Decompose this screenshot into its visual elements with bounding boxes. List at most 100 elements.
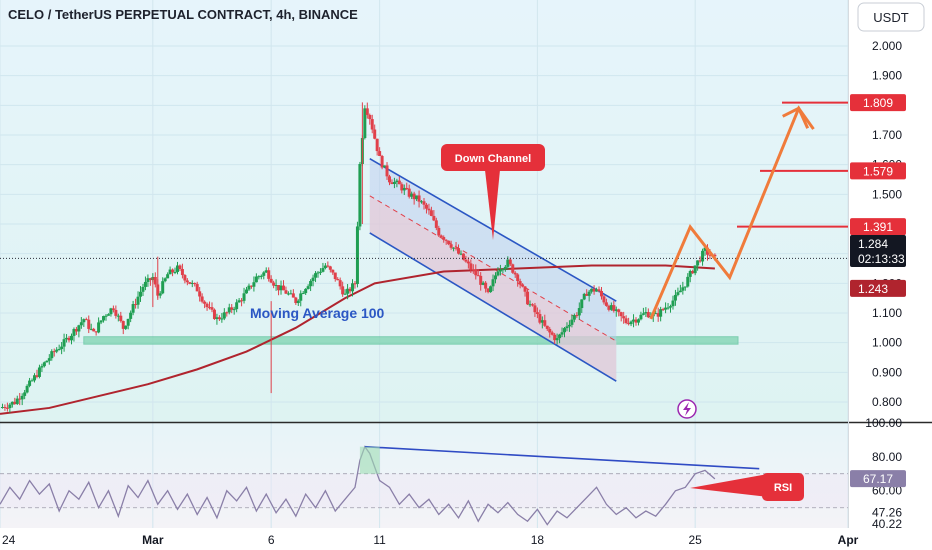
candle-body <box>249 285 253 287</box>
down-channel-label: Down Channel <box>455 153 531 165</box>
candle-body <box>264 270 268 273</box>
candle-body <box>378 151 382 156</box>
candle-body <box>183 275 187 281</box>
candle-body <box>200 296 204 302</box>
current-price-tag-box <box>850 234 906 267</box>
candle-body <box>281 285 285 291</box>
rsi-value-tag[interactable]: 67.17 <box>850 470 906 488</box>
candle-body <box>45 360 49 363</box>
rsi-value-text: 67.17 <box>863 472 893 486</box>
candle-body <box>634 319 638 323</box>
candle-body <box>13 401 17 404</box>
candle-body <box>673 294 677 301</box>
candle-body <box>311 277 315 282</box>
currency-button-frame[interactable] <box>857 2 925 32</box>
candle-body <box>227 307 231 313</box>
candle-body <box>210 307 214 310</box>
candle-body <box>321 268 325 272</box>
candle-body <box>10 401 14 405</box>
candle-body <box>146 278 150 282</box>
lightning-icon[interactable] <box>677 399 697 419</box>
candle-body <box>163 278 167 282</box>
candle-body <box>560 332 564 335</box>
candle-body <box>286 293 290 295</box>
candle-body <box>323 265 327 269</box>
candle-body <box>23 392 27 396</box>
candle-body <box>612 305 616 311</box>
candle-body <box>365 108 369 115</box>
candle-body <box>383 165 387 168</box>
time-tick-label: 18 <box>531 533 545 547</box>
candle-body <box>599 290 603 297</box>
channel-lower-line[interactable] <box>369 232 617 382</box>
candle-body <box>624 318 628 324</box>
candle-body <box>252 282 256 287</box>
candle-body <box>614 309 618 311</box>
candle-body <box>548 328 552 333</box>
price-tags: 1.809 1.579 1.391 1.284 02:13:33 1.243 6… <box>850 94 906 488</box>
rsi-trendline[interactable] <box>364 445 760 470</box>
candle-body <box>143 281 147 287</box>
rsi-callout: RSI <box>690 473 804 501</box>
candle-body <box>301 293 305 295</box>
candle-body <box>178 265 182 270</box>
candle-body <box>555 338 559 341</box>
candle-body <box>511 264 515 273</box>
candle-body <box>444 239 448 241</box>
candle-body <box>412 193 416 200</box>
candle-body <box>198 291 202 297</box>
ma-value-tag[interactable]: 1.243 <box>850 279 906 297</box>
moving-average-line[interactable] <box>0 264 715 415</box>
candle-body <box>232 309 236 311</box>
candle-body <box>432 215 436 221</box>
candle-body <box>471 269 475 271</box>
candle-body <box>348 288 352 292</box>
candle-body <box>104 315 108 317</box>
candle-body <box>481 282 485 285</box>
time-axis-background <box>0 528 848 550</box>
candle-body <box>696 260 700 266</box>
candle-body <box>136 296 140 305</box>
target-1-tag-box <box>850 218 906 236</box>
candle-body <box>629 321 633 325</box>
candle-body <box>582 293 586 300</box>
rsi-tick-label: 100.00 <box>865 416 902 430</box>
projection-path[interactable] <box>649 105 815 320</box>
candle-body <box>126 318 130 326</box>
candle-body <box>543 320 547 326</box>
rsi-pointer <box>690 474 768 497</box>
candle-body <box>50 351 54 359</box>
candle-body <box>240 300 244 302</box>
candle-body <box>417 195 421 202</box>
time-tick-label: 24 <box>2 533 16 547</box>
candle-body <box>254 276 258 283</box>
candle-body <box>306 286 310 289</box>
support-zone[interactable] <box>83 336 739 345</box>
candle-body <box>346 288 350 294</box>
candle-body <box>708 254 712 256</box>
candle-body <box>550 332 554 335</box>
candle-body <box>245 289 249 294</box>
candle-body <box>215 317 219 320</box>
target-2-tag[interactable]: 1.579 <box>850 162 906 180</box>
candle-body <box>370 119 374 130</box>
candle-body <box>641 313 645 315</box>
candle-body <box>92 328 96 332</box>
candle-body <box>148 278 152 281</box>
candle-body <box>400 184 404 191</box>
target-1-tag[interactable]: 1.391 <box>850 218 906 236</box>
currency-button-label[interactable]: USDT <box>873 10 908 25</box>
candle-body <box>343 293 347 295</box>
candle-body <box>124 325 128 329</box>
current-price-tag[interactable]: 1.284 02:13:33 <box>850 234 906 267</box>
candle-body <box>489 286 493 293</box>
candle-body <box>496 271 500 276</box>
candle-body <box>235 302 239 310</box>
grid-lines <box>0 0 849 528</box>
target-3-tag[interactable]: 1.809 <box>850 94 906 112</box>
candle-body <box>314 273 318 278</box>
currency-button[interactable]: USDT <box>857 2 925 32</box>
candle-body <box>289 293 293 295</box>
candle-body <box>89 328 93 330</box>
candle-body <box>661 309 665 311</box>
